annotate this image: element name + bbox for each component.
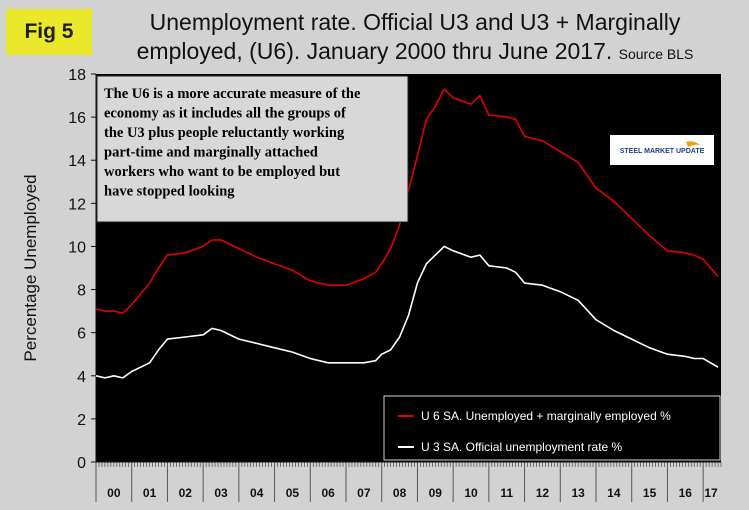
y-tick-label: 18 xyxy=(68,67,86,84)
x-tick-label: 03 xyxy=(214,486,228,500)
x-tick-label: 05 xyxy=(286,486,300,500)
y-tick-label: 4 xyxy=(77,369,86,386)
series-u3-line xyxy=(95,245,719,379)
x-tick-label: 14 xyxy=(607,486,621,500)
annotation-line: the U3 plus people reluctantly working xyxy=(104,125,345,141)
x-tick-label: 08 xyxy=(393,486,407,500)
x-tick-label: 17 xyxy=(704,486,718,500)
x-tick-label: 16 xyxy=(679,486,693,500)
annotation-line: economy as it includes all the groups of xyxy=(104,106,346,122)
legend-label-u6: U 6 SA. Unemployed + marginally employed… xyxy=(421,409,671,423)
x-axis: 00 01 02 03 04 05 06 07 08 09 10 11 12 13 14 15 16 17 xyxy=(95,461,722,502)
x-tick-label: 06 xyxy=(321,486,335,500)
y-tick-label: 16 xyxy=(68,110,86,127)
y-tick-label: 14 xyxy=(68,153,86,170)
steel-market-update-logo: STEEL MARKET UPDATE xyxy=(610,135,714,165)
y-tick-label: 2 xyxy=(77,412,86,429)
annotation-line: workers who want to be employed but xyxy=(104,164,340,180)
logo-swoosh-icon xyxy=(686,141,700,147)
legend: U 6 SA. Unemployed + marginally employed… xyxy=(383,395,721,461)
figure-badge: Fig 5 xyxy=(6,9,92,55)
x-tick-label: 01 xyxy=(143,486,157,500)
annotation-line: part-time and marginally attached xyxy=(104,145,318,161)
y-tick-label: 10 xyxy=(68,239,86,256)
y-tick-label: 8 xyxy=(77,283,86,300)
title-source: Source BLS xyxy=(618,46,694,62)
y-axis: 0 2 4 6 8 10 12 14 16 18 xyxy=(68,67,97,472)
legend-box xyxy=(383,395,721,461)
series-layer xyxy=(95,88,719,379)
x-tick-label: 12 xyxy=(536,486,550,500)
legend-label-u3: U 3 SA. Official unemployment rate % xyxy=(421,440,623,454)
x-tick-label: 10 xyxy=(464,486,478,500)
annotation-text: The U6 is a more accurate measure of the… xyxy=(104,86,361,200)
title-line-1: Unemployment rate. Official U3 and U3 + … xyxy=(149,9,681,35)
annotation-line: The U6 is a more accurate measure of the xyxy=(104,86,361,102)
annotation-box xyxy=(96,75,409,223)
y-axis-label: Percentage Unemployed xyxy=(21,174,40,361)
y-tick-label: 0 xyxy=(77,455,86,472)
x-tick-label: 00 xyxy=(107,486,121,500)
x-tick-label: 02 xyxy=(179,486,193,500)
y-tick-label: 12 xyxy=(68,196,86,213)
chart-title: Unemployment rate. Official U3 and U3 + … xyxy=(100,8,730,69)
x-tick-label: 04 xyxy=(250,486,264,500)
annotation-line: have stopped looking xyxy=(104,184,235,200)
title-line-2-text: employed, (U6). January 2000 thru June 2… xyxy=(136,38,613,64)
x-tick-label: 09 xyxy=(429,486,443,500)
title-line-2: employed, (U6). January 2000 thru June 2… xyxy=(100,37,730,69)
x-tick-label: 13 xyxy=(571,486,585,500)
y-tick-label: 6 xyxy=(77,326,86,343)
x-tick-label: 15 xyxy=(643,486,657,500)
x-tick-label: 11 xyxy=(500,486,513,500)
series-u6-line xyxy=(95,88,719,315)
x-tick-label: 07 xyxy=(357,486,371,500)
logo-text: STEEL MARKET UPDATE xyxy=(620,148,705,155)
